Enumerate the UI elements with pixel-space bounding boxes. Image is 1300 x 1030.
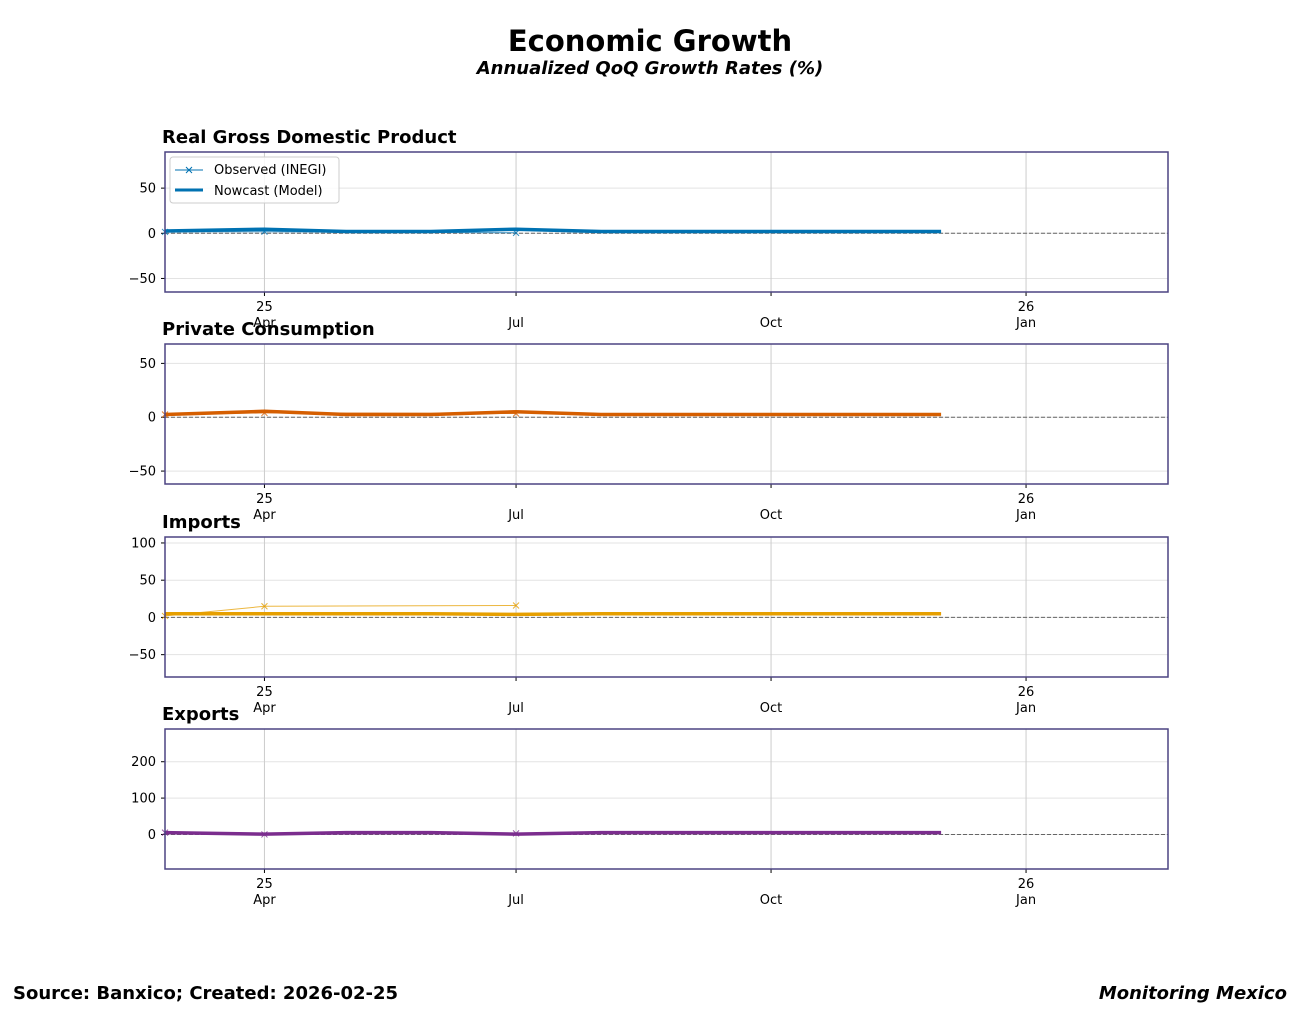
x-tick-year: 26	[1018, 877, 1035, 892]
x-tick-year: 25	[256, 300, 273, 315]
x-tick-month: Oct	[760, 893, 782, 908]
series-nowcast	[164, 227, 942, 234]
figure-title: Economic Growth	[507, 24, 793, 58]
observed-point	[261, 602, 268, 610]
y-tick-label: 100	[131, 536, 156, 551]
panel-frame	[164, 536, 1169, 678]
footer-brand: Monitoring Mexico	[1098, 983, 1287, 1004]
x-tick-year: 26	[1018, 300, 1035, 315]
y-tick-label: 0	[148, 611, 156, 626]
y-tick-label: 200	[131, 755, 156, 770]
x-tick-year: 26	[1018, 492, 1035, 507]
series-nowcast	[164, 409, 942, 417]
panel-frame	[164, 728, 1169, 870]
x-tick-month: Jan	[1015, 701, 1036, 716]
x-tick-month: Jan	[1015, 508, 1036, 523]
x-tick-month: Jan	[1015, 893, 1036, 908]
x-tick-month: Jul	[507, 893, 524, 908]
panel-title: Exports	[162, 704, 239, 725]
x-tick-year: 25	[256, 877, 273, 892]
y-tick-label: 100	[131, 792, 156, 807]
series-nowcast	[164, 830, 942, 836]
legend-nowcast-label: Nowcast (Model)	[214, 184, 323, 199]
x-tick-year: 25	[256, 492, 273, 507]
y-tick-label: −50	[129, 648, 156, 663]
y-tick-label: 0	[148, 411, 156, 426]
x-tick-month: Apr	[253, 316, 276, 331]
x-tick-month: Oct	[760, 701, 782, 716]
y-tick-label: 0	[148, 227, 156, 242]
x-tick-year: 26	[1018, 685, 1035, 700]
y-tick-label: 50	[139, 357, 156, 372]
x-tick-month: Apr	[253, 701, 276, 716]
footer-source: Source: Banxico; Created: 2026-02-25	[13, 983, 399, 1004]
y-tick-label: 50	[139, 574, 156, 589]
panel-frame	[164, 343, 1169, 485]
x-tick-month: Apr	[253, 893, 276, 908]
figure-subtitle: Annualized QoQ Growth Rates (%)	[476, 58, 824, 79]
x-tick-month: Jan	[1015, 316, 1036, 331]
legend-observed-marker	[185, 166, 193, 174]
series-nowcast	[165, 611, 942, 617]
x-tick-year: 25	[256, 685, 273, 700]
legend-box	[169, 156, 340, 204]
y-tick-label: −50	[129, 272, 156, 287]
legend-observed-label: Observed (INEGI)	[214, 163, 327, 178]
x-tick-month: Jul	[507, 316, 524, 331]
x-tick-month: Jul	[507, 508, 524, 523]
panel-frame	[164, 151, 1169, 293]
x-tick-month: Oct	[760, 508, 782, 523]
panel-title: Private Consumption	[162, 319, 375, 340]
x-tick-month: Oct	[760, 316, 782, 331]
y-tick-label: 0	[148, 828, 156, 843]
legend: Observed (INEGI) Nowcast (Model)	[169, 156, 340, 204]
observed-point	[512, 602, 520, 609]
panel-title: Imports	[162, 512, 241, 533]
x-tick-month: Jul	[507, 701, 524, 716]
y-tick-label: 50	[139, 182, 156, 197]
x-tick-month: Apr	[253, 508, 276, 523]
panel-title: Real Gross Domestic Product	[162, 127, 457, 148]
y-tick-label: −50	[129, 465, 156, 480]
